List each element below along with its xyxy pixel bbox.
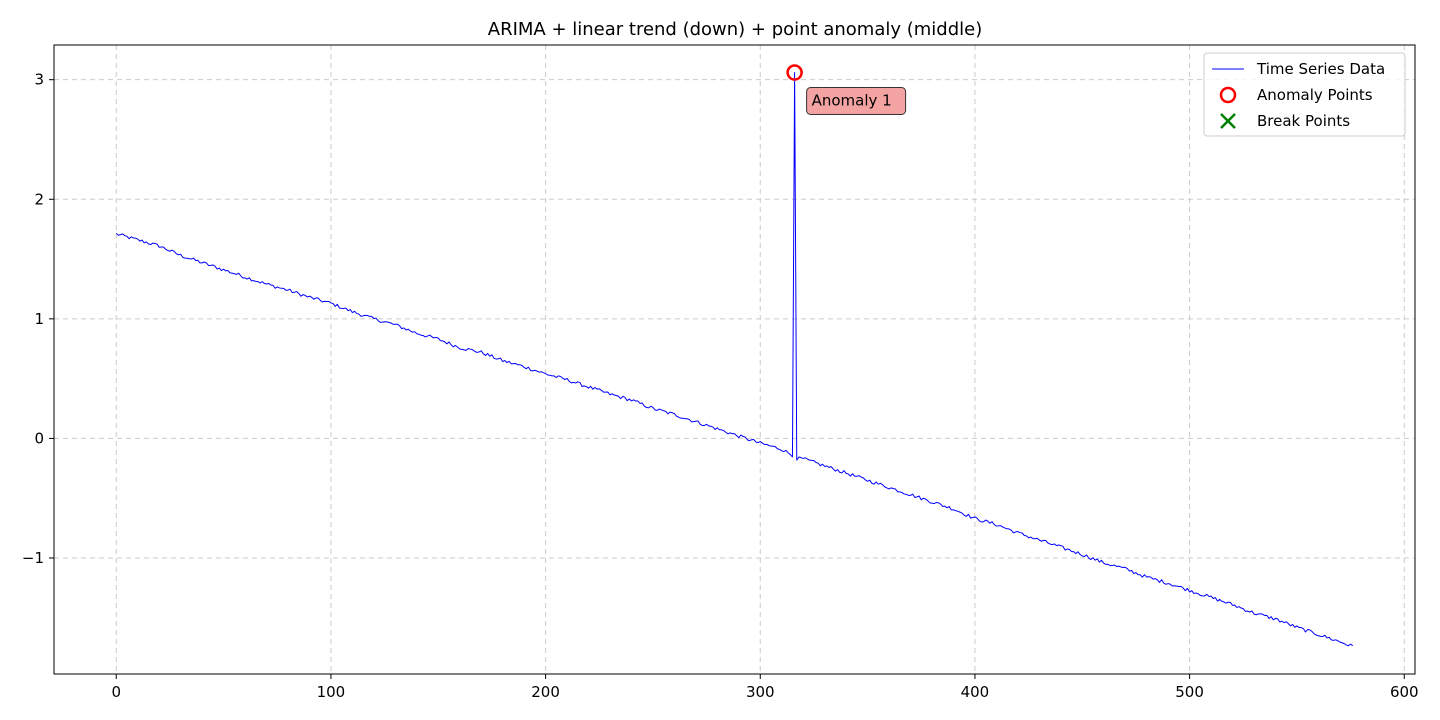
legend-circle-swatch [1219,86,1237,104]
x-tick-label: 200 [531,683,560,701]
anomaly-annotation-label: Anomaly 1 [812,92,892,110]
y-tick-label: −1 [22,549,44,567]
series-line-time-series-data [115,72,1354,647]
grid [54,45,1415,674]
legend: Time Series Data Anomaly Points Break Po… [1203,52,1406,137]
x-tick-label: 600 [1390,683,1419,701]
series-layer [115,72,1354,647]
x-tick-label: 500 [1175,683,1204,701]
legend-entry-break-points: Break Points [1257,112,1350,130]
y-tick-label: 2 [34,190,44,208]
y-tick-label: 0 [34,429,44,447]
y-tick-label: 3 [34,71,44,89]
anomaly-annotation: Anomaly 1 [806,87,907,116]
x-tick-label: 300 [746,683,775,701]
plot-frame [53,44,1416,675]
chart-title: ARIMA + linear trend (down) + point anom… [488,19,983,40]
x-tick-label: 0 [111,683,121,701]
markers-layer [786,64,803,81]
legend-entry-anomaly-points: Anomaly Points [1257,86,1373,104]
anomaly-annotation-box [806,87,907,116]
legend-x-swatch [1220,113,1236,129]
legend-entry-time-series: Time Series Data [1256,60,1385,78]
x-tick-label: 400 [961,683,990,701]
axis-ticks: 0 100 200 300 400 500 600 −1 0 1 2 3 [22,71,1419,701]
y-tick-label: 1 [34,310,44,328]
x-tick-label: 100 [317,683,346,701]
anomaly-point-marker [786,64,803,81]
legend-box [1203,52,1406,137]
